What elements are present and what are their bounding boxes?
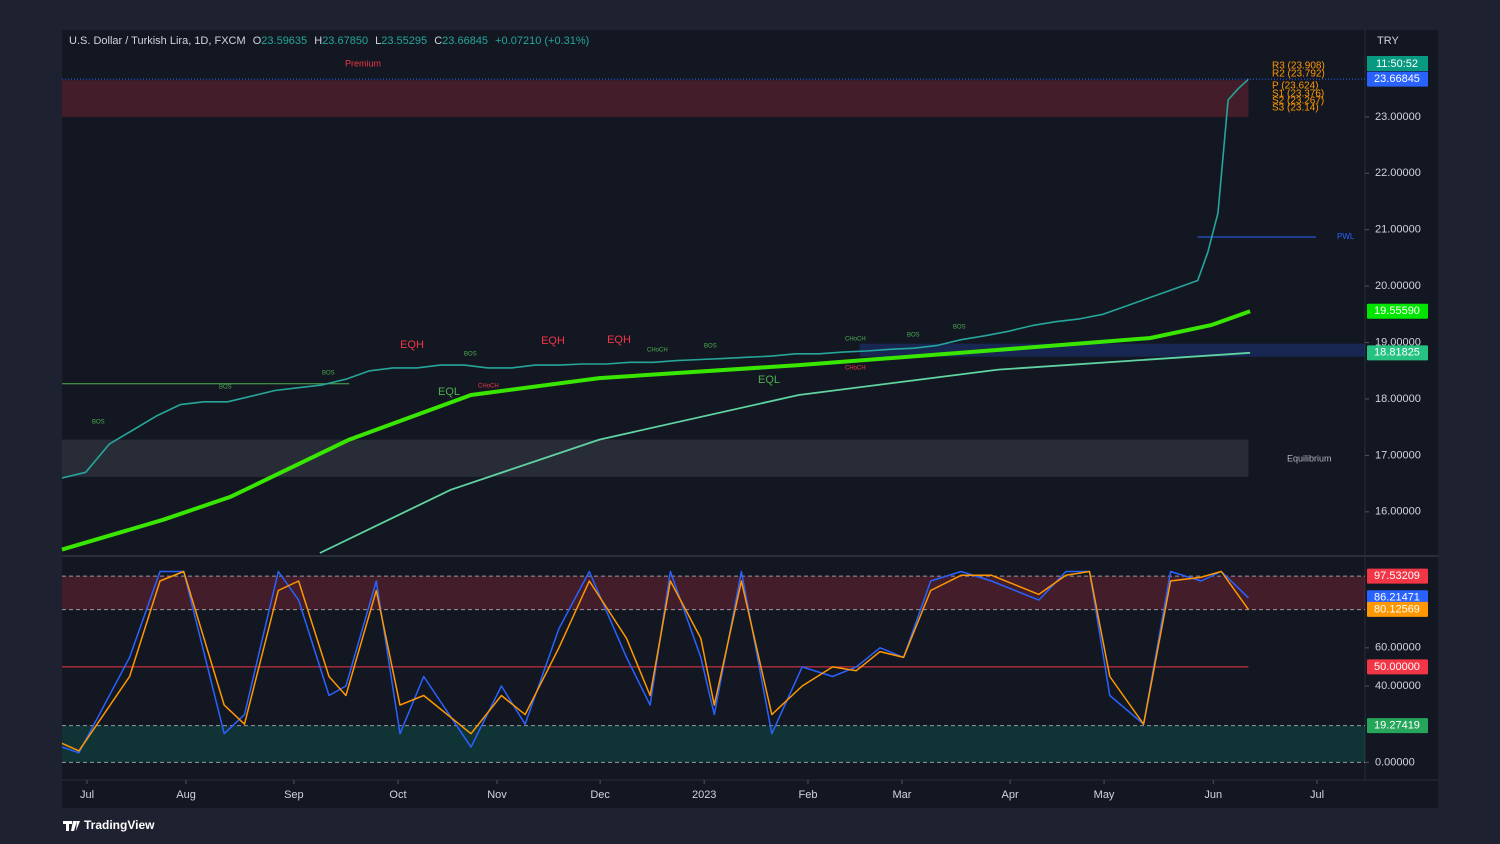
x-tick-label: Sep	[284, 789, 304, 801]
ohlc-value: 23.55295	[381, 35, 427, 47]
x-tick-label: Mar	[892, 789, 911, 801]
price-tag-label: 80.12569	[1374, 603, 1420, 615]
price-tag	[1367, 601, 1428, 617]
price-tag	[1367, 71, 1428, 87]
annotation: BOS	[92, 420, 105, 426]
series-line	[61, 309, 1251, 552]
price-tag	[1367, 345, 1428, 361]
annotation: EQL	[438, 386, 460, 398]
price-tag	[1367, 590, 1428, 606]
header: U.S. Dollar / Turkish Lira, 1D, FXCM O23…	[69, 35, 589, 47]
y-tick-label: 21.00000	[1375, 224, 1421, 236]
price-tag-label: 19.27419	[1374, 719, 1420, 731]
annotation: EQL	[758, 374, 780, 386]
annotation: BOS	[322, 371, 335, 377]
price-tag-label: 50.00000	[1374, 661, 1420, 673]
x-tick-label: Jun	[1204, 789, 1222, 801]
y-tick-label: 17.00000	[1375, 449, 1421, 461]
price-tag	[1367, 659, 1428, 675]
x-tick-label: 2023	[692, 789, 716, 801]
annotation: CHoCH	[647, 348, 668, 354]
x-tick-label: Oct	[389, 789, 406, 801]
ohlc-key: O	[253, 35, 262, 47]
annotation: EQH	[400, 339, 424, 351]
symbol: U.S. Dollar / Turkish Lira, 1D, FXCM	[69, 35, 246, 47]
currency: TRY	[1377, 35, 1399, 47]
price-tag-label: 18.81825	[1374, 347, 1420, 359]
ohlc-value: 23.59635	[261, 35, 307, 47]
y-tick-label: 60.00000	[1375, 642, 1421, 654]
countdown-tag	[1367, 56, 1428, 71]
price-tag-label: 86.21471	[1374, 592, 1420, 604]
annotation: P (23.624)	[1272, 81, 1319, 92]
x-tick-label: Feb	[798, 789, 817, 801]
price-tag	[1367, 718, 1428, 734]
y-tick-label: 23.00000	[1375, 111, 1421, 123]
ohlc-key: H	[314, 35, 322, 47]
zone	[62, 576, 1365, 610]
y-tick-label: 16.00000	[1375, 506, 1421, 518]
y-tick-label: 20.00000	[1375, 280, 1421, 292]
annotation: Premium	[345, 58, 381, 68]
price-tag-label: 19.55590	[1374, 305, 1420, 317]
x-tick-label: Jul	[1310, 789, 1324, 801]
annotation: BOS	[907, 333, 920, 339]
annotation: EQH	[541, 335, 565, 347]
price-tag	[1367, 303, 1428, 319]
annotation: Equilibrium	[1287, 453, 1332, 463]
x-tick-label: Nov	[487, 789, 507, 801]
x-tick-label: May	[1094, 789, 1115, 801]
y-tick-label: 22.00000	[1375, 167, 1421, 179]
annotation: CHoCH	[845, 337, 866, 343]
y-tick-label: 0.00000	[1375, 756, 1415, 768]
annotation: BOS	[953, 325, 966, 331]
price-tag-label: 23.66845	[1374, 73, 1420, 85]
countdown: 11:50:52	[1376, 58, 1418, 70]
annotation: BOS	[704, 344, 717, 350]
annotation: R2 (23.792)	[1272, 69, 1325, 80]
brand: TradingView	[84, 818, 155, 832]
zone	[62, 725, 1365, 763]
annotation: PWL	[1337, 232, 1355, 241]
x-tick-label: Jul	[80, 789, 94, 801]
x-tick-label: Aug	[176, 789, 196, 801]
price-tag	[1367, 568, 1428, 584]
annotation: BOS	[219, 385, 232, 391]
zone	[62, 439, 1249, 477]
x-tick-label: Dec	[590, 789, 610, 801]
ohlc-value: 23.67850	[322, 35, 368, 47]
logo	[63, 821, 80, 831]
annotation: S2 (23.267)	[1272, 96, 1324, 107]
y-tick-label: 18.00000	[1375, 393, 1421, 405]
series-line	[61, 78, 1249, 479]
annotation: EQH	[607, 334, 631, 346]
plot-layer: 16.0000017.0000018.0000019.0000020.00000…	[61, 58, 1428, 801]
annotation: S3 (23.14)	[1272, 103, 1319, 114]
ohlc-value: 23.66845	[442, 35, 488, 47]
x-tick-label: Apr	[1002, 789, 1019, 801]
series-line	[61, 570, 1250, 752]
annotation: BOS	[464, 352, 477, 358]
chart-area	[62, 30, 1438, 808]
ohlc-key: C	[434, 35, 442, 47]
annotation: R3 (23.908)	[1272, 61, 1325, 72]
ohlc-key: L	[375, 35, 381, 47]
change: +0.07210 (+0.31%)	[495, 35, 589, 47]
y-tick-label: 40.00000	[1375, 680, 1421, 692]
price-tag-label: 97.53209	[1374, 570, 1420, 582]
annotation: CHoCH	[478, 384, 499, 390]
annotation: S1 (23.376)	[1272, 89, 1324, 100]
zone	[62, 80, 1249, 117]
series-line	[319, 351, 1251, 554]
annotation: CHoCH	[845, 366, 866, 372]
series-line	[61, 570, 1249, 754]
